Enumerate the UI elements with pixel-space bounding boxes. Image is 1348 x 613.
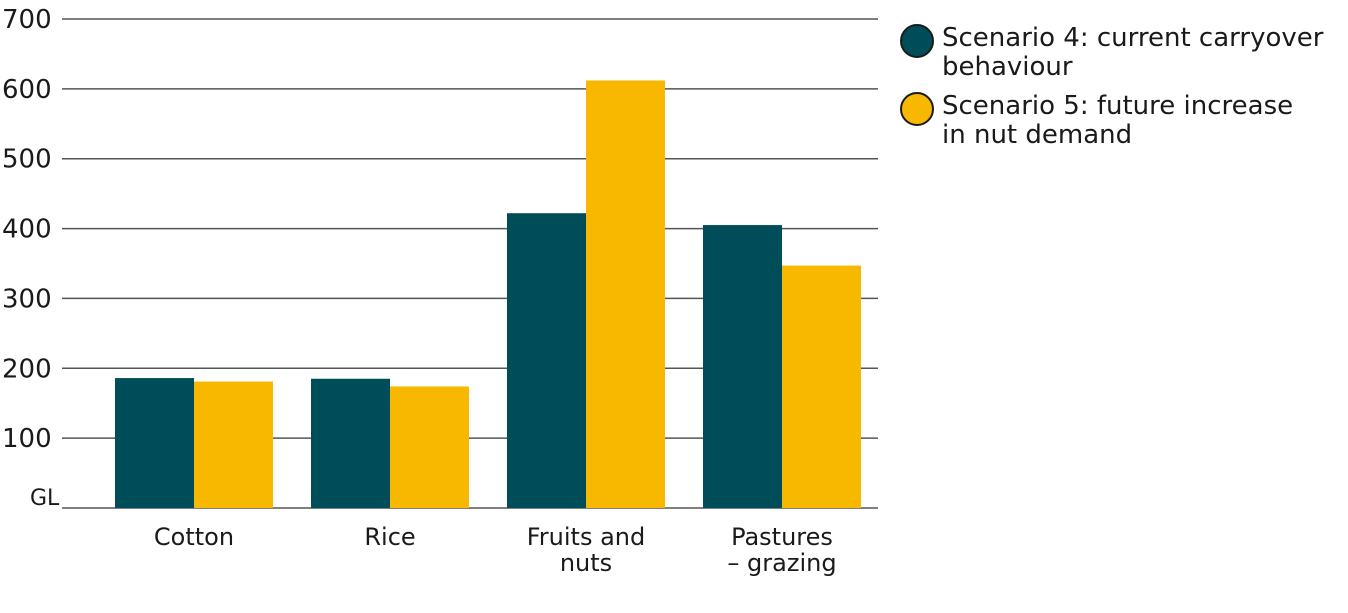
bar-scenario-5-2 (586, 80, 665, 508)
bar-scenario-4-0 (115, 378, 194, 508)
y-tick-label: 200 (2, 354, 52, 384)
x-axis-labels: Cotton Rice Fruits and nuts Pastures – grazin… (154, 523, 837, 577)
legend-item-scenario-5: Scenario 5: future increase in nut deman… (900, 92, 1340, 150)
bar-scenario-5-0 (194, 381, 273, 508)
legend-swatch-scenario-5 (900, 92, 934, 126)
y-axis-ticks: 100 200 300 400 500 600 700 GL (2, 5, 60, 511)
y-tick-label: 100 (2, 424, 52, 454)
y-tick-label: 600 (2, 75, 52, 105)
bar-scenario-4-1 (311, 378, 390, 508)
y-axis-label: GL (30, 486, 60, 511)
x-tick-label: Cotton (154, 523, 234, 551)
legend-label-scenario-4: Scenario 4: current carryover behaviour (942, 23, 1324, 82)
legend-swatch-scenario-4 (900, 24, 934, 58)
bar-scenario-4-3 (703, 225, 782, 509)
bars (115, 80, 861, 509)
x-tick-label: Fruits and nuts (527, 523, 646, 577)
bar-scenario-5-3 (782, 265, 861, 508)
legend-item-scenario-4: Scenario 4: current carryover behaviour (900, 24, 1340, 82)
x-tick-label: Pastures – grazing (727, 523, 836, 577)
y-tick-label: 400 (2, 215, 52, 245)
bar-scenario-4-2 (507, 213, 586, 508)
y-tick-label: 500 (2, 145, 52, 175)
legend-label-scenario-5: Scenario 5: future increase in nut deman… (942, 91, 1294, 150)
bar-chart: 100 200 300 400 500 600 700 GL Cotton Rice Fruits… (2, 5, 878, 577)
x-tick-label: Rice (364, 523, 415, 551)
y-tick-label: 300 (2, 284, 52, 314)
bar-scenario-5-1 (390, 386, 469, 508)
legend: Scenario 4: current carryover behaviour … (900, 24, 1340, 160)
y-tick-label: 700 (2, 5, 52, 35)
